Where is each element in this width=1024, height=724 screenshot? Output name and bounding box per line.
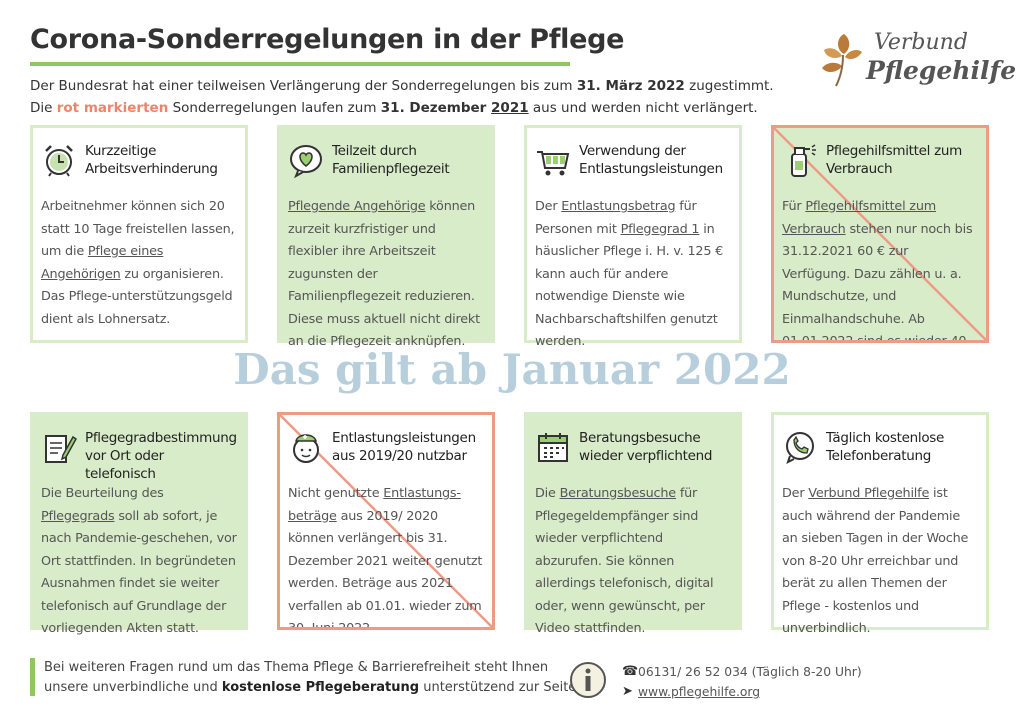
card-body: Der Entlastungsbetrag für Personen mit P… bbox=[535, 199, 724, 349]
calendar-icon bbox=[538, 433, 568, 462]
card-body: Pflegende Angehörige können zurzeit kurz… bbox=[288, 199, 480, 349]
card-title: Teilzeit durch Familienpflegezeit bbox=[332, 143, 450, 177]
card-title: Verwendung der Entlastungsleistungen bbox=[579, 143, 723, 177]
card-title: Entlastungsleistungen aus 2019/20 nutzbar bbox=[332, 430, 476, 464]
footer-accent-bar bbox=[30, 658, 35, 696]
section-heading: Das gilt ab Januar 2022 bbox=[233, 345, 791, 394]
spray-bottle-icon bbox=[791, 144, 816, 177]
intro-text: Der Bundesrat hat einer teilweisen Verlä… bbox=[30, 75, 774, 119]
link-pflegegrads[interactable]: Pflegegrads bbox=[41, 508, 115, 524]
alarm-clock-icon bbox=[45, 145, 73, 177]
link-pflegende-angehoerige[interactable]: Pflegende Angehörige bbox=[288, 199, 426, 214]
card-beratungsbesuche: Beratungsbesuche wieder verpflichtend Die… bbox=[524, 412, 742, 636]
card-telefonberatung: Täglich kostenlose Telefonberatung Der Ve… bbox=[771, 412, 989, 636]
card-body: Für Pflegehilfsmittel zum Verbrauch steh… bbox=[782, 199, 973, 343]
red-marked-label: rot markierten bbox=[56, 100, 169, 116]
nurse-face-icon bbox=[293, 434, 319, 463]
link-entlastungsbetrag[interactable]: Entlastungsbetrag bbox=[561, 199, 676, 214]
link-pflege-angehoeriger[interactable]: Pflege eines Angehörigen bbox=[41, 244, 164, 282]
card-pflegegradbestimmung: Pflegegradbestimmung vor Ort oder telefon… bbox=[30, 412, 248, 636]
card-verwendung-entlastungsleistungen: Verwendung der Entlastungsleistungen Der … bbox=[524, 125, 742, 349]
whatsapp-phone-icon bbox=[786, 432, 814, 464]
contact-info: ☎ 06131/ 26 52 034 (Täglich 8-20 Uhr) ➤ ww… bbox=[622, 662, 862, 702]
logo-text-bottom: Pflegehilfe bbox=[866, 56, 1017, 85]
link-pflegegrad-1[interactable]: Pflegegrad 1 bbox=[620, 221, 700, 237]
link-verbund-pflegehilfe[interactable]: Verbund Pflegehilfe bbox=[808, 486, 930, 501]
card-body: Arbeitnehmer können sich 20 statt 10 Tag… bbox=[41, 199, 235, 327]
card-teilzeit-familienpflegezeit: Teilzeit durch Familienpflegezeit Pflegen… bbox=[277, 125, 495, 349]
link-beratungsbesuche[interactable]: Beratungsbesuche bbox=[559, 486, 677, 501]
document-pen-icon bbox=[45, 435, 77, 463]
logo: Verbund Pflegehilfe bbox=[818, 28, 1016, 90]
page-title: Corona-Sonderregelungen in der Pflege bbox=[30, 24, 625, 55]
card-body: Der Verbund Pflegehilfe ist auch während… bbox=[782, 486, 969, 636]
card-title: Pflegegradbestimmung vor Ort oder telefon… bbox=[85, 430, 237, 482]
card-body: Die Beurteilung des Pflegegrads soll ab … bbox=[41, 486, 237, 636]
footer-text: Bei weiteren Fragen rund um das Thema Pf… bbox=[44, 660, 581, 695]
leaves-logo-icon bbox=[822, 34, 862, 87]
arrow-right-icon: ➤ bbox=[622, 684, 633, 699]
card-body: Die Beratungsbesuche für Pflegegeldempfä… bbox=[535, 486, 714, 636]
phone-icon: ☎ bbox=[622, 664, 639, 679]
card-title: Kurzzeitige Arbeitsverhinderung bbox=[85, 143, 218, 177]
title-underline bbox=[30, 62, 570, 66]
intro-line-2: Die rot markierten Sonderregelungen lauf… bbox=[30, 100, 758, 116]
card-kurzzeitige-arbeitsverhinderung: Kurzzeitige Arbeitsverhinderung Arbeitneh… bbox=[30, 125, 248, 343]
card-title: Pflegehilfsmittel zum Verbrauch bbox=[826, 143, 962, 177]
link-entlastungsbetraege[interactable]: Entlastungs-beträge bbox=[288, 486, 461, 524]
card-title: Beratungsbesuche wieder verpflichtend bbox=[579, 430, 713, 464]
card-body: Nicht genutzte Entlastungs-beträge aus 2… bbox=[288, 486, 483, 630]
intro-line-1: Der Bundesrat hat einer teilweisen Verlä… bbox=[30, 78, 774, 94]
website-link[interactable]: www.pflegehilfe.org bbox=[638, 685, 761, 699]
shopping-cart-icon bbox=[537, 151, 570, 176]
logo-text-top: Verbund bbox=[874, 30, 968, 55]
card-pflegehilfsmittel-verbrauch: Pflegehilfsmittel zum Verbrauch Für Pfleg… bbox=[771, 125, 989, 343]
card-entlastungsleistungen-2019-20: Entlastungsleistungen aus 2019/20 nutzbar… bbox=[277, 412, 495, 630]
info-icon bbox=[570, 662, 606, 698]
heart-speech-icon bbox=[290, 145, 322, 178]
phone-number[interactable]: 06131/ 26 52 034 (Täglich 8-20 Uhr) bbox=[638, 665, 862, 679]
link-pflegehilfsmittel[interactable]: Pflegehilfsmittel zum Verbrauch bbox=[782, 199, 936, 237]
card-title: Täglich kostenlose Telefonberatung bbox=[826, 430, 945, 464]
